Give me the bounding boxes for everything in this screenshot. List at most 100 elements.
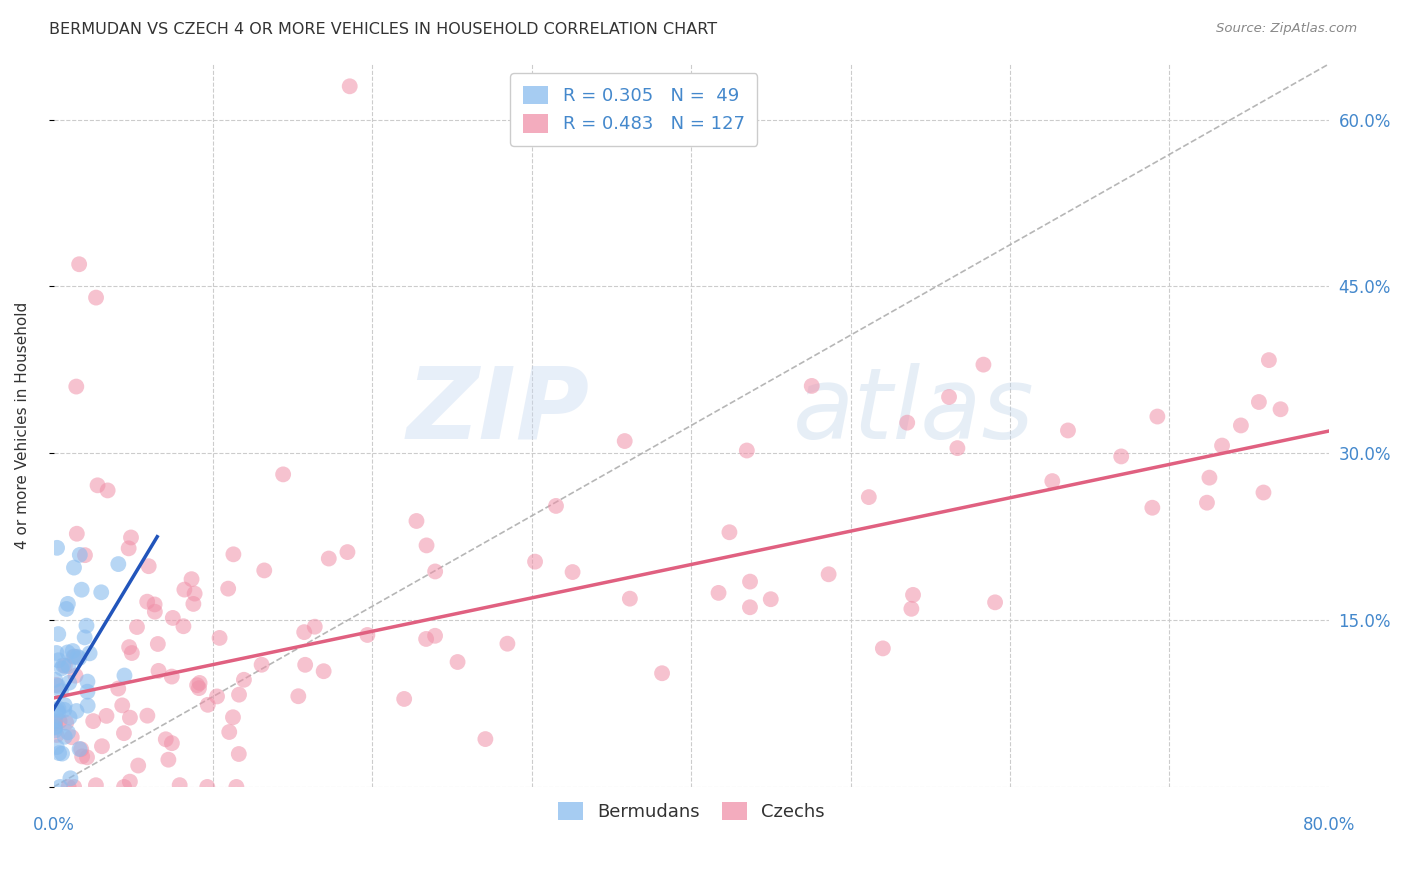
Point xyxy=(112,780,135,794)
Point xyxy=(44,723,66,738)
Point xyxy=(70,749,93,764)
Point xyxy=(759,592,782,607)
Point xyxy=(172,619,194,633)
Point xyxy=(90,585,112,599)
Point xyxy=(82,714,104,728)
Point xyxy=(292,625,315,640)
Point xyxy=(162,611,184,625)
Point xyxy=(44,716,66,731)
Point xyxy=(56,725,79,739)
Point xyxy=(1230,418,1253,433)
Text: Source: ZipAtlas.com: Source: ZipAtlas.com xyxy=(1216,22,1357,36)
Point xyxy=(67,257,90,271)
Point xyxy=(45,739,67,754)
Point xyxy=(1142,500,1164,515)
Point xyxy=(250,657,273,672)
Point xyxy=(48,653,70,667)
Point xyxy=(984,595,1007,609)
Point xyxy=(183,597,205,611)
Point xyxy=(70,742,93,756)
Point xyxy=(70,582,93,597)
Point xyxy=(107,557,129,571)
Point xyxy=(44,714,66,728)
Point xyxy=(208,631,231,645)
Point xyxy=(66,649,89,664)
Point xyxy=(58,710,80,724)
Point xyxy=(1109,450,1132,464)
Point xyxy=(73,631,96,645)
Point xyxy=(69,548,91,562)
Point xyxy=(228,688,250,702)
Point xyxy=(76,674,98,689)
Point xyxy=(1253,485,1275,500)
Point xyxy=(125,620,148,634)
Point xyxy=(44,720,66,734)
Point xyxy=(76,750,98,764)
Point xyxy=(52,658,75,673)
Text: BERMUDAN VS CZECH 4 OR MORE VEHICLES IN HOUSEHOLD CORRELATION CHART: BERMUDAN VS CZECH 4 OR MORE VEHICLES IN … xyxy=(49,22,717,37)
Point xyxy=(544,499,567,513)
Text: atlas: atlas xyxy=(793,362,1035,459)
Point xyxy=(336,545,359,559)
Point xyxy=(127,758,149,772)
Point xyxy=(173,582,195,597)
Point xyxy=(1257,353,1279,368)
Point xyxy=(817,567,839,582)
Point xyxy=(55,602,77,616)
Point xyxy=(143,605,166,619)
Point xyxy=(446,655,468,669)
Text: 0.0%: 0.0% xyxy=(32,816,75,834)
Point xyxy=(65,704,87,718)
Text: 80.0%: 80.0% xyxy=(1302,816,1355,834)
Y-axis label: 4 or more Vehicles in Household: 4 or more Vehicles in Household xyxy=(15,301,30,549)
Point xyxy=(356,628,378,642)
Point xyxy=(60,730,83,744)
Point xyxy=(155,732,177,747)
Point xyxy=(84,291,107,305)
Point xyxy=(55,715,77,730)
Point xyxy=(58,659,80,673)
Point xyxy=(44,673,66,687)
Point xyxy=(65,379,87,393)
Point xyxy=(69,742,91,756)
Point xyxy=(46,627,69,641)
Point xyxy=(474,732,496,747)
Point xyxy=(121,646,143,660)
Text: ZIP: ZIP xyxy=(406,362,589,459)
Point xyxy=(44,721,66,735)
Point xyxy=(318,551,340,566)
Point xyxy=(938,390,960,404)
Point xyxy=(53,730,76,744)
Point xyxy=(138,559,160,574)
Point xyxy=(225,780,247,794)
Point xyxy=(67,651,90,665)
Point xyxy=(415,632,437,646)
Point xyxy=(45,646,67,660)
Point xyxy=(76,684,98,698)
Point xyxy=(91,739,114,754)
Point xyxy=(114,668,136,682)
Point xyxy=(146,637,169,651)
Point xyxy=(51,661,73,675)
Point xyxy=(84,778,107,792)
Point xyxy=(53,703,76,717)
Point xyxy=(294,657,316,672)
Point xyxy=(63,560,86,574)
Point xyxy=(148,664,170,678)
Point xyxy=(118,541,141,556)
Point xyxy=(62,649,84,664)
Point xyxy=(180,572,202,586)
Point xyxy=(188,676,211,690)
Point xyxy=(1198,470,1220,484)
Point xyxy=(63,649,86,664)
Point xyxy=(136,595,159,609)
Point xyxy=(735,443,758,458)
Point xyxy=(136,708,159,723)
Point xyxy=(59,772,82,786)
Point xyxy=(271,467,294,482)
Point xyxy=(613,434,636,448)
Point xyxy=(392,692,415,706)
Point xyxy=(707,586,730,600)
Point xyxy=(65,668,87,682)
Point xyxy=(1040,474,1063,488)
